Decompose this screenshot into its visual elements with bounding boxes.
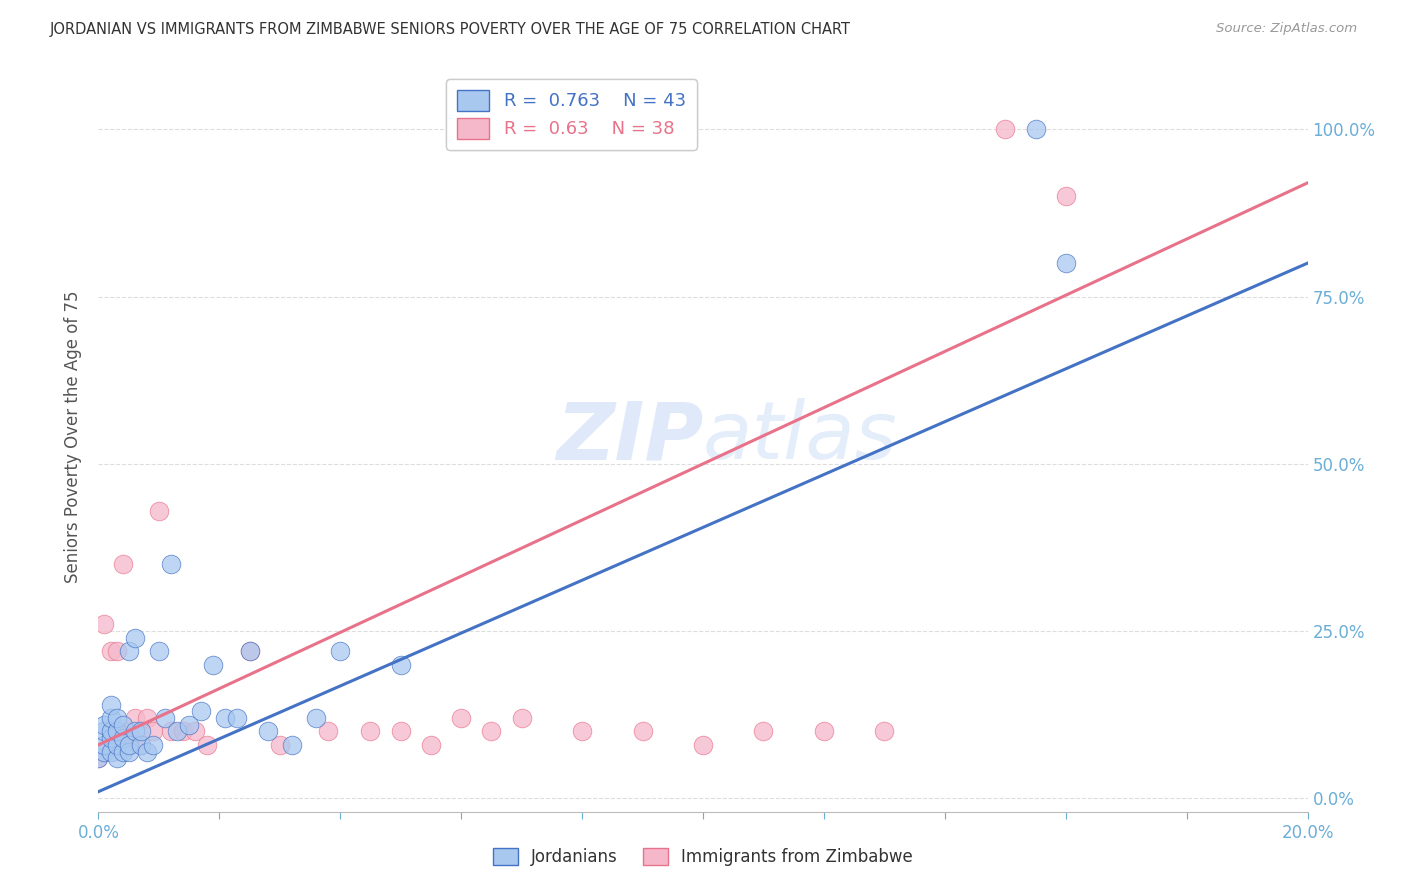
Point <box>450 711 472 725</box>
Text: JORDANIAN VS IMMIGRANTS FROM ZIMBABWE SENIORS POVERTY OVER THE AGE OF 75 CORRELA: JORDANIAN VS IMMIGRANTS FROM ZIMBABWE SE… <box>49 22 851 37</box>
Point <box>124 631 146 645</box>
Point <box>105 751 128 765</box>
Point <box>93 744 115 758</box>
Point <box>420 738 443 752</box>
Point <box>873 724 896 739</box>
Point <box>93 617 115 632</box>
Point <box>166 724 188 739</box>
Point <box>239 644 262 658</box>
Text: atlas: atlas <box>703 398 898 476</box>
Point <box>305 711 328 725</box>
Point <box>129 738 152 752</box>
Point <box>226 711 249 725</box>
Point <box>93 744 115 758</box>
Point <box>118 644 141 658</box>
Point <box>100 724 122 739</box>
Point <box>214 711 236 725</box>
Point <box>195 738 218 752</box>
Point <box>129 724 152 739</box>
Point <box>135 711 157 725</box>
Point <box>105 711 128 725</box>
Point <box>172 724 194 739</box>
Point <box>184 724 207 739</box>
Point <box>281 738 304 752</box>
Point <box>316 724 339 739</box>
Point <box>202 657 225 672</box>
Point <box>190 705 212 719</box>
Point <box>481 724 503 739</box>
Point <box>100 698 122 712</box>
Point <box>93 724 115 739</box>
Text: Source: ZipAtlas.com: Source: ZipAtlas.com <box>1216 22 1357 36</box>
Point <box>752 724 775 739</box>
Point <box>148 644 170 658</box>
Point <box>100 731 122 746</box>
Point <box>813 724 835 739</box>
Point <box>118 738 141 752</box>
Point <box>692 738 714 752</box>
Point <box>111 731 134 746</box>
Point <box>111 717 134 731</box>
Y-axis label: Seniors Poverty Over the Age of 75: Seniors Poverty Over the Age of 75 <box>65 291 83 583</box>
Text: ZIP: ZIP <box>555 398 703 476</box>
Point <box>100 744 122 758</box>
Point <box>160 724 183 739</box>
Legend: Jordanians, Immigrants from Zimbabwe: Jordanians, Immigrants from Zimbabwe <box>485 840 921 875</box>
Point <box>160 557 183 572</box>
Point <box>118 744 141 758</box>
Point <box>631 724 654 739</box>
Point <box>239 644 262 658</box>
Point <box>1054 189 1077 203</box>
Point <box>329 644 352 658</box>
Point <box>105 724 128 739</box>
Point <box>360 724 382 739</box>
Point <box>389 724 412 739</box>
Point <box>118 724 141 739</box>
Point <box>93 738 115 752</box>
Point <box>100 711 122 725</box>
Point <box>87 751 110 765</box>
Point <box>105 738 128 752</box>
Point <box>142 738 165 752</box>
Point <box>105 644 128 658</box>
Point <box>124 711 146 725</box>
Point <box>153 711 176 725</box>
Legend: R =  0.763    N = 43, R =  0.63    N = 38: R = 0.763 N = 43, R = 0.63 N = 38 <box>446 79 697 150</box>
Point <box>142 724 165 739</box>
Point <box>179 717 201 731</box>
Point <box>135 744 157 758</box>
Point <box>124 724 146 739</box>
Point <box>105 724 128 739</box>
Point <box>111 557 134 572</box>
Point <box>111 744 134 758</box>
Point <box>118 738 141 752</box>
Point <box>571 724 593 739</box>
Point <box>100 644 122 658</box>
Point <box>100 738 122 752</box>
Point <box>87 751 110 765</box>
Point <box>510 711 533 725</box>
Point <box>1024 122 1046 136</box>
Point <box>1054 256 1077 270</box>
Point <box>389 657 412 672</box>
Point <box>148 503 170 517</box>
Point <box>129 738 152 752</box>
Point <box>111 731 134 746</box>
Point <box>269 738 291 752</box>
Point <box>93 717 115 731</box>
Point <box>256 724 278 739</box>
Point <box>100 724 122 739</box>
Point <box>994 122 1017 136</box>
